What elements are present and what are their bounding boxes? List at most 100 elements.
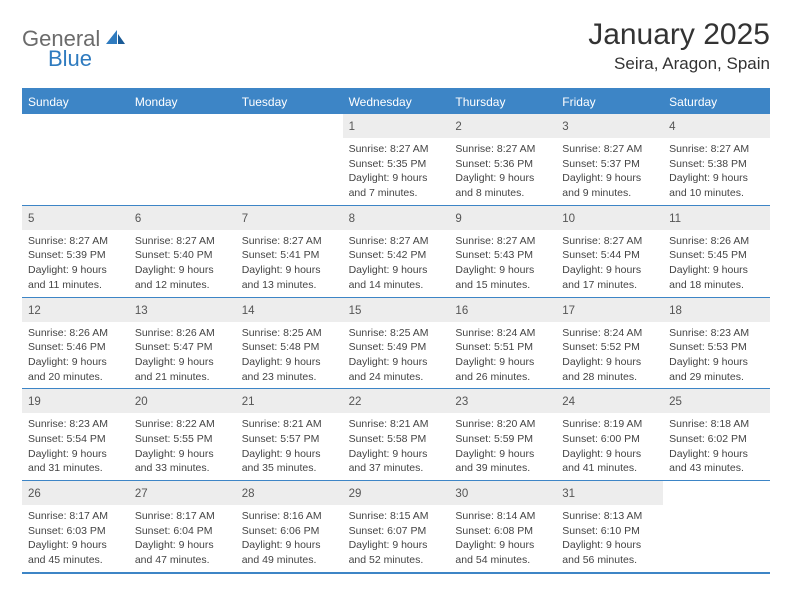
daynum-bar: 23 (449, 389, 556, 413)
day-data: Sunrise: 8:27 AMSunset: 5:41 PMDaylight:… (236, 230, 343, 297)
weekday-header: Wednesday (343, 90, 450, 114)
day-number: 5 (28, 213, 34, 225)
day-cell: 19Sunrise: 8:23 AMSunset: 5:54 PMDayligh… (22, 389, 129, 480)
location: Seira, Aragon, Spain (588, 54, 770, 74)
day-cell (129, 114, 236, 205)
day-number: 28 (242, 488, 255, 500)
day-data: Sunrise: 8:21 AMSunset: 5:57 PMDaylight:… (236, 413, 343, 480)
day-data: Sunrise: 8:23 AMSunset: 5:53 PMDaylight:… (663, 322, 770, 389)
weekday-header: Saturday (663, 90, 770, 114)
weekday-row: SundayMondayTuesdayWednesdayThursdayFrid… (22, 90, 770, 114)
daynum-bar: 30 (449, 481, 556, 505)
day-data: Sunrise: 8:14 AMSunset: 6:08 PMDaylight:… (449, 505, 556, 572)
day-number: 16 (455, 305, 468, 317)
daynum-bar: 22 (343, 389, 450, 413)
daynum-bar: 26 (22, 481, 129, 505)
day-cell: 8Sunrise: 8:27 AMSunset: 5:42 PMDaylight… (343, 206, 450, 297)
day-number: 18 (669, 305, 682, 317)
day-data: Sunrise: 8:18 AMSunset: 6:02 PMDaylight:… (663, 413, 770, 480)
weekday-header: Tuesday (236, 90, 343, 114)
day-number: 7 (242, 213, 248, 225)
day-data: Sunrise: 8:13 AMSunset: 6:10 PMDaylight:… (556, 505, 663, 572)
week-row: 19Sunrise: 8:23 AMSunset: 5:54 PMDayligh… (22, 388, 770, 480)
day-cell: 17Sunrise: 8:24 AMSunset: 5:52 PMDayligh… (556, 298, 663, 389)
day-cell: 30Sunrise: 8:14 AMSunset: 6:08 PMDayligh… (449, 481, 556, 572)
daynum-bar: 9 (449, 206, 556, 230)
day-number: 23 (455, 396, 468, 408)
daynum-bar: 24 (556, 389, 663, 413)
day-cell: 24Sunrise: 8:19 AMSunset: 6:00 PMDayligh… (556, 389, 663, 480)
day-cell: 12 Sunrise: 8:26 AMSunset: 5:46 PMDayligh… (22, 298, 129, 389)
daynum-bar: 29 (343, 481, 450, 505)
day-cell: 11Sunrise: 8:26 AMSunset: 5:45 PMDayligh… (663, 206, 770, 297)
day-number: 11 (669, 213, 681, 225)
daynum-bar: 18 (663, 298, 770, 322)
day-data: Sunrise: 8:27 AMSunset: 5:44 PMDaylight:… (556, 230, 663, 297)
day-data: Sunrise: 8:15 AMSunset: 6:07 PMDaylight:… (343, 505, 450, 572)
day-cell: 21Sunrise: 8:21 AMSunset: 5:57 PMDayligh… (236, 389, 343, 480)
day-cell: 29 Sunrise: 8:15 AMSunset: 6:07 PMDayligh… (343, 481, 450, 572)
day-data: Sunrise: 8:19 AMSunset: 6:00 PMDaylight:… (556, 413, 663, 480)
day-cell: 9Sunrise: 8:27 AMSunset: 5:43 PMDaylight… (449, 206, 556, 297)
daynum-bar: 17 (556, 298, 663, 322)
day-data: Sunrise: 8:17 AMSunset: 6:03 PMDaylight:… (22, 505, 129, 572)
day-data: Sunrise: 8:27 AMSunset: 5:42 PMDaylight:… (343, 230, 450, 297)
day-cell (236, 114, 343, 205)
daynum-bar: 31 (556, 481, 663, 505)
daynum-bar: 15 (343, 298, 450, 322)
day-cell: 3Sunrise: 8:27 AMSunset: 5:37 PMDaylight… (556, 114, 663, 205)
day-data: Sunrise: 8:25 AMSunset: 5:49 PMDaylight:… (343, 322, 450, 389)
day-number: 31 (562, 488, 575, 500)
day-number: 19 (28, 396, 41, 408)
logo-blue-wrapper: Blue (46, 46, 92, 72)
month-title: January 2025 (588, 18, 770, 52)
daynum-bar: 13 (129, 298, 236, 322)
day-data: Sunrise: 8:26 AMSunset: 5:46 PMDaylight:… (22, 322, 129, 389)
day-number: 4 (669, 121, 675, 133)
daynum-bar: 6 (129, 206, 236, 230)
day-data: Sunrise: 8:25 AMSunset: 5:48 PMDaylight:… (236, 322, 343, 389)
day-cell: 26 Sunrise: 8:17 AMSunset: 6:03 PMDayligh… (22, 481, 129, 572)
day-data: Sunrise: 8:27 AMSunset: 5:39 PMDaylight:… (22, 230, 129, 297)
day-cell: 28Sunrise: 8:16 AMSunset: 6:06 PMDayligh… (236, 481, 343, 572)
weekday-header: Friday (556, 90, 663, 114)
daynum-bar: 21 (236, 389, 343, 413)
day-cell: 25 Sunrise: 8:18 AMSunset: 6:02 PMDayligh… (663, 389, 770, 480)
day-cell: 18 Sunrise: 8:23 AMSunset: 5:53 PMDayligh… (663, 298, 770, 389)
day-data: Sunrise: 8:24 AMSunset: 5:51 PMDaylight:… (449, 322, 556, 389)
day-data: Sunrise: 8:27 AMSunset: 5:35 PMDaylight:… (343, 138, 450, 205)
day-data: Sunrise: 8:27 AMSunset: 5:40 PMDaylight:… (129, 230, 236, 297)
day-number: 25 (669, 396, 682, 408)
day-number: 29 (349, 488, 362, 500)
day-number: 13 (135, 305, 148, 317)
day-number: 20 (135, 396, 148, 408)
day-number: 10 (562, 213, 575, 225)
day-number: 27 (135, 488, 148, 500)
day-cell: 16 Sunrise: 8:24 AMSunset: 5:51 PMDayligh… (449, 298, 556, 389)
day-number: 3 (562, 121, 568, 133)
calendar: SundayMondayTuesdayWednesdayThursdayFrid… (22, 88, 770, 574)
day-number: 26 (28, 488, 41, 500)
day-number: 9 (455, 213, 461, 225)
day-cell: 10 Sunrise: 8:27 AMSunset: 5:44 PMDayligh… (556, 206, 663, 297)
daynum-bar: 1 (343, 114, 450, 138)
day-number: 14 (242, 305, 255, 317)
day-cell: 27Sunrise: 8:17 AMSunset: 6:04 PMDayligh… (129, 481, 236, 572)
day-data: Sunrise: 8:21 AMSunset: 5:58 PMDaylight:… (343, 413, 450, 480)
daynum-bar: 8 (343, 206, 450, 230)
day-cell: 5 Sunrise: 8:27 AMSunset: 5:39 PMDaylight… (22, 206, 129, 297)
day-number: 22 (349, 396, 362, 408)
day-cell: 1 Sunrise: 8:27 AMSunset: 5:35 PMDaylight… (343, 114, 450, 205)
day-number: 12 (28, 305, 41, 317)
day-cell: 7 Sunrise: 8:27 AMSunset: 5:41 PMDaylight… (236, 206, 343, 297)
day-number: 17 (562, 305, 575, 317)
day-number: 6 (135, 213, 141, 225)
daynum-bar: 7 (236, 206, 343, 230)
day-data: Sunrise: 8:27 AMSunset: 5:38 PMDaylight:… (663, 138, 770, 205)
daynum-bar: 25 (663, 389, 770, 413)
daynum-bar: 11 (663, 206, 770, 230)
week-row: 5 Sunrise: 8:27 AMSunset: 5:39 PMDaylight… (22, 205, 770, 297)
week-row: 12 Sunrise: 8:26 AMSunset: 5:46 PMDayligh… (22, 297, 770, 389)
sail-icon (104, 28, 126, 51)
day-number: 1 (349, 121, 355, 133)
